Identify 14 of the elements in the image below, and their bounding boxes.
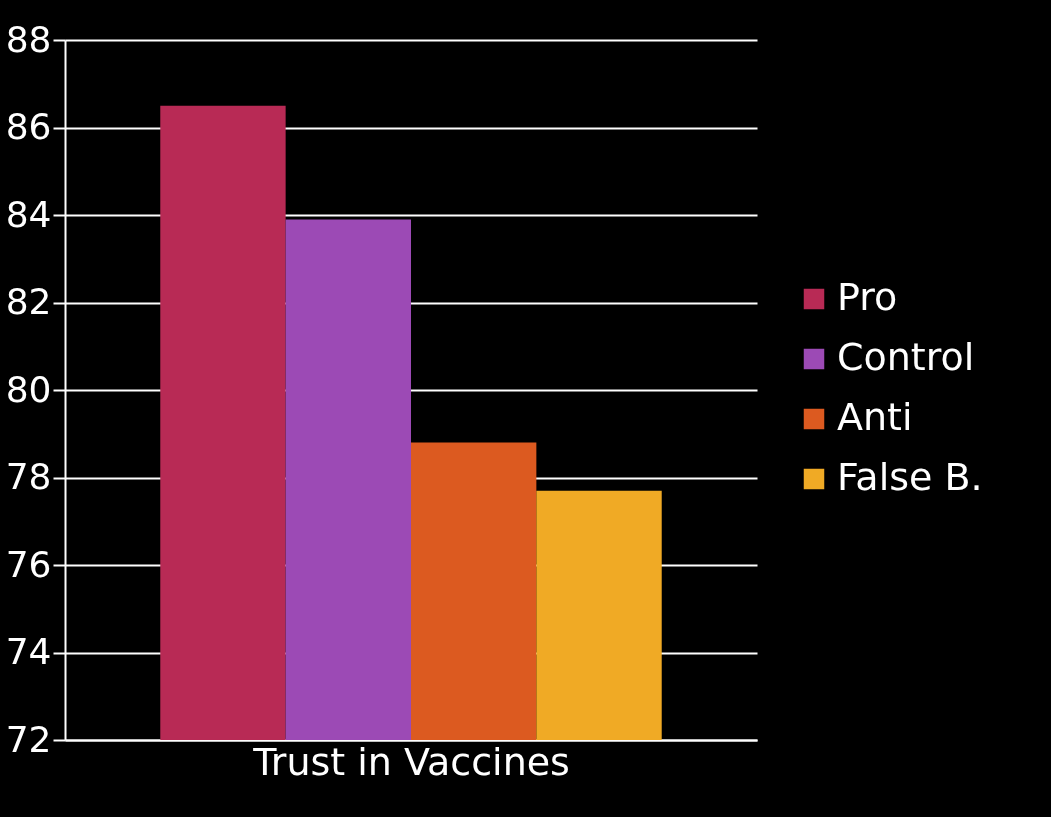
legend-label: Anti xyxy=(837,395,913,439)
legend-label: Control xyxy=(837,335,975,379)
y-tick-label: 84 xyxy=(5,193,52,235)
y-tick-label: 86 xyxy=(5,106,52,147)
y-tick-label: 88 xyxy=(5,18,52,60)
legend-label: False B. xyxy=(837,455,983,499)
y-tick-label: 78 xyxy=(5,456,52,497)
legend-label: Pro xyxy=(837,275,898,319)
y-tick-label: 76 xyxy=(5,543,52,585)
y-tick-label: 72 xyxy=(5,718,52,760)
y-tick-label: 82 xyxy=(5,281,52,322)
x-axis-title: Trust in Vaccines xyxy=(252,739,570,784)
y-tick-label: 74 xyxy=(5,631,52,672)
y-tick-label: 80 xyxy=(5,368,52,410)
